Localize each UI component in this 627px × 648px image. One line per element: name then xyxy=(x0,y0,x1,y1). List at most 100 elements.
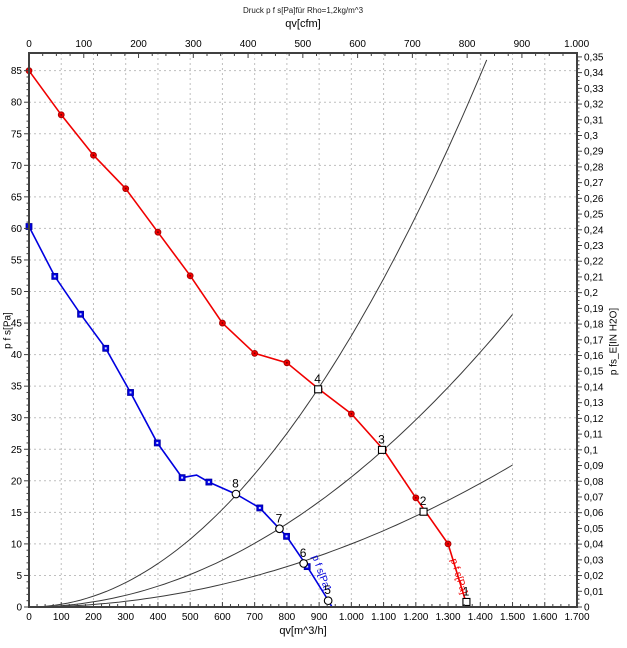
operating-point-marker xyxy=(275,524,284,534)
data-point-marker-center xyxy=(253,352,256,355)
bottom-tick-label: 1.100 xyxy=(371,612,396,623)
operating-point-label: 4 xyxy=(314,372,321,386)
top-tick-label: 600 xyxy=(349,39,366,50)
left-tick-label: 80 xyxy=(11,98,23,109)
data-point-marker-center xyxy=(124,187,127,190)
right-tick-label: 0,05 xyxy=(584,524,604,535)
data-point-marker-center xyxy=(92,154,95,157)
top-tick-label: 300 xyxy=(185,39,202,50)
data-point-marker-center xyxy=(79,313,82,316)
right-tick-label: 0,01 xyxy=(584,587,604,598)
right-tick-label: 0,32 xyxy=(584,100,604,111)
right-tick-label: 0,09 xyxy=(584,461,604,472)
data-point-marker-center xyxy=(285,535,288,538)
bottom-tick-label: 100 xyxy=(53,612,70,623)
data-point-marker-center xyxy=(414,496,417,499)
axis-ticks xyxy=(24,53,582,608)
data-point-marker-center xyxy=(306,565,309,568)
left-tick-label: 30 xyxy=(11,413,23,424)
top-tick-label: 400 xyxy=(240,39,257,50)
right-tick-label: 0,19 xyxy=(584,304,604,315)
operating-point-marker xyxy=(231,489,241,499)
right-tick-label: 0,18 xyxy=(584,320,604,331)
bottom-tick-label: 900 xyxy=(311,612,328,623)
left-tick-label: 0 xyxy=(16,603,22,614)
system-curve-through-6-2 xyxy=(29,464,513,608)
system-curve-through-7-3 xyxy=(28,314,513,608)
top-tick-label: 700 xyxy=(404,39,421,50)
operating-point-label: 6 xyxy=(300,546,307,560)
chart-title: Druck p f s[Pa]für Rho=1,2kg/m^3 xyxy=(242,6,364,15)
right-tick-label: 0,28 xyxy=(584,162,604,173)
bottom-tick-label: 200 xyxy=(85,612,102,623)
operating-point-marker xyxy=(419,507,428,516)
bottom-axis-label: qv[m^3/h] xyxy=(279,625,327,637)
left-tick-label: 5 xyxy=(16,571,22,582)
right-tick-label: 0,27 xyxy=(584,178,604,189)
right-tick-label: 0,12 xyxy=(584,414,604,425)
right-tick-label: 0 xyxy=(584,603,590,614)
data-point-marker-center xyxy=(350,413,353,415)
left-tick-label: 25 xyxy=(11,445,23,456)
left-tick-label: 60 xyxy=(11,224,23,235)
top-tick-label: 500 xyxy=(294,39,311,50)
top-tick-label: 0 xyxy=(26,39,32,50)
system-curves xyxy=(28,59,513,608)
left-tick-label: 75 xyxy=(11,129,23,140)
right-tick-label: 0,08 xyxy=(584,477,604,488)
right-tick-label: 0,29 xyxy=(584,147,604,158)
data-point-marker-center xyxy=(189,274,192,277)
right-tick-label: 0,24 xyxy=(584,225,604,236)
top-tick-label: 1.000 xyxy=(564,39,589,50)
data-point-marker-center xyxy=(181,476,184,479)
data-point-marker-center xyxy=(207,481,210,484)
right-tick-label: 0,2 xyxy=(584,288,598,299)
right-tick-label: 0,25 xyxy=(584,210,604,221)
bottom-tick-label: 1.700 xyxy=(564,612,589,623)
data-point-marker-center xyxy=(285,361,288,364)
left-tick-label: 50 xyxy=(11,287,23,298)
right-tick-label: 0,13 xyxy=(584,398,604,409)
left-tick-label: 10 xyxy=(11,539,23,550)
right-tick-label: 0,03 xyxy=(584,555,604,566)
right-tick-label: 0,1 xyxy=(584,445,598,456)
right-tick-label: 0,11 xyxy=(584,430,603,441)
top-tick-label: 200 xyxy=(130,39,147,50)
left-tick-label: 70 xyxy=(11,161,23,172)
operating-point-label: 2 xyxy=(420,494,427,508)
bottom-tick-label: 1.200 xyxy=(403,612,428,623)
operating-point-marker xyxy=(323,596,333,606)
bottom-tick-label: 1.500 xyxy=(500,612,525,623)
operating-point-label: 5 xyxy=(324,583,331,597)
bottom-tick-label: 600 xyxy=(214,612,231,623)
top-tick-label: 100 xyxy=(75,39,92,50)
right-tick-label: 0,16 xyxy=(584,351,604,362)
right-tick-label: 0,3 xyxy=(584,131,598,142)
right-tick-label: 0,21 xyxy=(584,272,604,283)
fan-curve-red-line xyxy=(28,70,469,608)
top-tick-label: 900 xyxy=(514,39,531,50)
top-tick-label: 800 xyxy=(459,39,476,50)
operating-point-marker xyxy=(314,385,323,394)
fan-curve-blue: p f s[Pa] xyxy=(25,223,333,608)
bottom-tick-label: 1.600 xyxy=(532,612,557,623)
data-point-marker-center xyxy=(221,322,224,324)
right-tick-label: 0,02 xyxy=(584,571,604,582)
right-tick-label: 0,33 xyxy=(584,84,604,95)
left-tick-label: 15 xyxy=(11,508,23,519)
right-tick-label: 0,26 xyxy=(584,194,604,205)
fan-curve-red: p f s[Pa] xyxy=(25,67,469,608)
bottom-tick-label: 1.300 xyxy=(436,612,461,623)
bottom-tick-label: 300 xyxy=(117,612,134,623)
data-point-marker-center xyxy=(156,441,159,444)
operating-point-label: 3 xyxy=(378,432,385,446)
fan-curve-blue-line xyxy=(28,226,333,608)
right-tick-label: 0,17 xyxy=(584,335,604,346)
grid-lines xyxy=(29,53,577,607)
bottom-tick-label: 400 xyxy=(150,612,167,623)
right-tick-label: 0,35 xyxy=(584,52,604,63)
bottom-tick-label: 800 xyxy=(279,612,296,623)
